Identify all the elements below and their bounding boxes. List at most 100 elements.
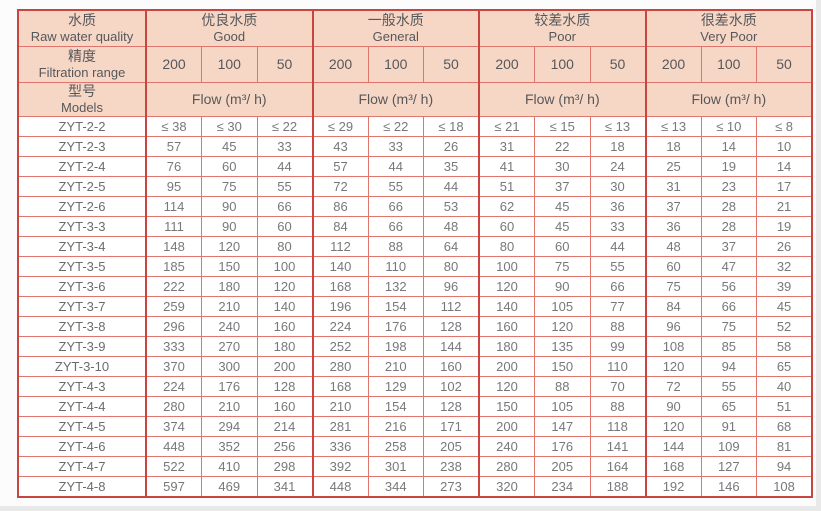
flow-value-cell: 280 [145, 395, 202, 417]
flow-value-cell: 58 [756, 335, 813, 357]
flow-value-cell: 196 [311, 295, 369, 317]
raw-water-quality-label-zh: 水质 [68, 11, 96, 28]
flow-value-cell: 44 [367, 155, 425, 177]
flow-value-cell: 114 [145, 195, 202, 217]
table-row: ZYT-2-5 95 75 55 72 55 44 51 37 30 31 23 17 [17, 175, 813, 197]
flow-value-cell: 77 [589, 295, 647, 317]
flow-value-cell: 60 [201, 155, 258, 177]
filtration-flow-table: 水质 Raw water quality 优良水质 Good 一般水质 Gene… [17, 9, 814, 498]
flow-value-cell: 44 [256, 155, 314, 177]
flow-value-cell: 41 [478, 155, 536, 177]
flow-value-cell: 336 [311, 435, 369, 457]
model-cell: ZYT-2-4 [17, 155, 147, 177]
filtration-value-cell: 100 [700, 45, 758, 83]
flow-value-cell: 392 [311, 455, 369, 477]
flow-value-cell: 140 [478, 295, 536, 317]
flow-value-cell: 60 [644, 255, 702, 277]
flow-value-cell: 154 [367, 395, 425, 417]
flow-value-cell: 85 [700, 335, 758, 357]
flow-value-cell: 280 [311, 355, 369, 377]
flow-value-cell: 88 [589, 395, 647, 417]
flow-value-cell: 30 [534, 155, 591, 177]
flow-value-cell: 200 [478, 355, 536, 377]
model-cell: ZYT-3-6 [17, 275, 147, 297]
flow-value-cell: 141 [589, 435, 647, 457]
flow-value-cell: 90 [644, 395, 702, 417]
flow-value-cell: 205 [534, 455, 591, 477]
flow-value-cell: 80 [478, 235, 536, 257]
flow-value-cell: 224 [311, 315, 369, 337]
flow-value-cell: 120 [644, 355, 702, 377]
flow-value-cell: 22 [534, 135, 591, 157]
flow-value-cell: 10 [756, 135, 813, 157]
flow-value-cell: 185 [145, 255, 202, 277]
flow-value-cell: 48 [423, 215, 480, 237]
flow-value-cell: 31 [478, 135, 536, 157]
flow-value-cell: ≤ 38 [145, 115, 202, 137]
table-row: ZYT-3-7 259 210 140 196 154 112 140 105 77 84 66 45 [17, 295, 813, 317]
model-cell: ZYT-2-2 [17, 115, 147, 137]
flow-value-cell: 118 [589, 415, 647, 437]
flow-value-cell: 102 [423, 375, 480, 397]
model-cell: ZYT-4-7 [17, 455, 147, 477]
flow-value-cell: 86 [311, 195, 369, 217]
flow-value-cell: 45 [756, 295, 813, 317]
flow-value-cell: 160 [423, 355, 480, 377]
flow-value-cell: 140 [256, 295, 314, 317]
flow-value-cell: 168 [311, 375, 369, 397]
raw-water-quality-label-en: Raw water quality [30, 28, 134, 44]
models-label-zh: 型号 [68, 82, 96, 99]
table-row: ZYT-3-3 111 90 60 84 66 48 60 45 33 36 28 19 [17, 215, 813, 237]
flow-value-cell: ≤ 10 [700, 115, 758, 137]
flow-value-cell: 234 [534, 475, 591, 497]
flow-value-cell: 62 [478, 195, 536, 217]
flow-value-cell: 84 [644, 295, 702, 317]
table-row: ZYT-3-8 296 240 160 224 176 128 160 120 88 96 75 52 [17, 315, 813, 337]
flow-value-cell: 75 [534, 255, 591, 277]
flow-value-cell: 144 [423, 335, 480, 357]
flow-value-cell: 14 [756, 155, 813, 177]
flow-value-cell: 180 [478, 335, 536, 357]
header-row-quality: 水质 Raw water quality 优良水质 Good 一般水质 Gene… [17, 9, 813, 47]
flow-value-cell: 210 [201, 295, 258, 317]
table-row: ZYT-4-3 224 176 128 168 129 102 120 88 70 72 55 40 [17, 375, 813, 397]
flow-value-cell: 135 [534, 335, 591, 357]
model-cell: ZYT-2-5 [17, 175, 147, 197]
flow-value-cell: 94 [700, 355, 758, 377]
flow-value-cell: 192 [644, 475, 702, 497]
flow-value-cell: 37 [700, 235, 758, 257]
flow-value-cell: 120 [534, 315, 591, 337]
flow-value-cell: 370 [145, 355, 202, 377]
flow-value-cell: 180 [256, 335, 314, 357]
flow-value-cell: 150 [478, 395, 536, 417]
flow-value-cell: 164 [589, 455, 647, 477]
flow-value-cell: 45 [534, 195, 591, 217]
flow-value-cell: 66 [589, 275, 647, 297]
quality-group-general: 一般水质 General [311, 9, 480, 47]
filtration-range-header: 精度 Filtration range [17, 45, 147, 83]
filtration-value-cell: 50 [589, 45, 647, 83]
flow-value-cell: 160 [478, 315, 536, 337]
flow-value-cell: 108 [756, 475, 813, 497]
quality-very-poor-label-en: Very Poor [700, 28, 758, 44]
flow-value-cell: 60 [534, 235, 591, 257]
flow-value-cell: 66 [256, 195, 314, 217]
flow-value-cell: 76 [145, 155, 202, 177]
flow-value-cell: 65 [700, 395, 758, 417]
flow-value-cell: 280 [478, 455, 536, 477]
flow-value-cell: 120 [478, 375, 536, 397]
flow-value-cell: 150 [534, 355, 591, 377]
table-row: ZYT-3-10 370 300 200 280 210 160 200 150 110 120 94… [17, 355, 813, 377]
flow-value-cell: 238 [423, 455, 480, 477]
flow-value-cell: 44 [423, 175, 480, 197]
flow-value-cell: 410 [201, 455, 258, 477]
flow-value-cell: 100 [478, 255, 536, 277]
flow-value-cell: 88 [534, 375, 591, 397]
flow-value-cell: 240 [478, 435, 536, 457]
flow-value-cell: 140 [311, 255, 369, 277]
flow-value-cell: 55 [589, 255, 647, 277]
flow-value-cell: 120 [478, 275, 536, 297]
filtration-value-cell: 100 [201, 45, 258, 83]
flow-value-cell: ≤ 8 [756, 115, 813, 137]
raw-water-quality-header: 水质 Raw water quality [17, 9, 147, 47]
